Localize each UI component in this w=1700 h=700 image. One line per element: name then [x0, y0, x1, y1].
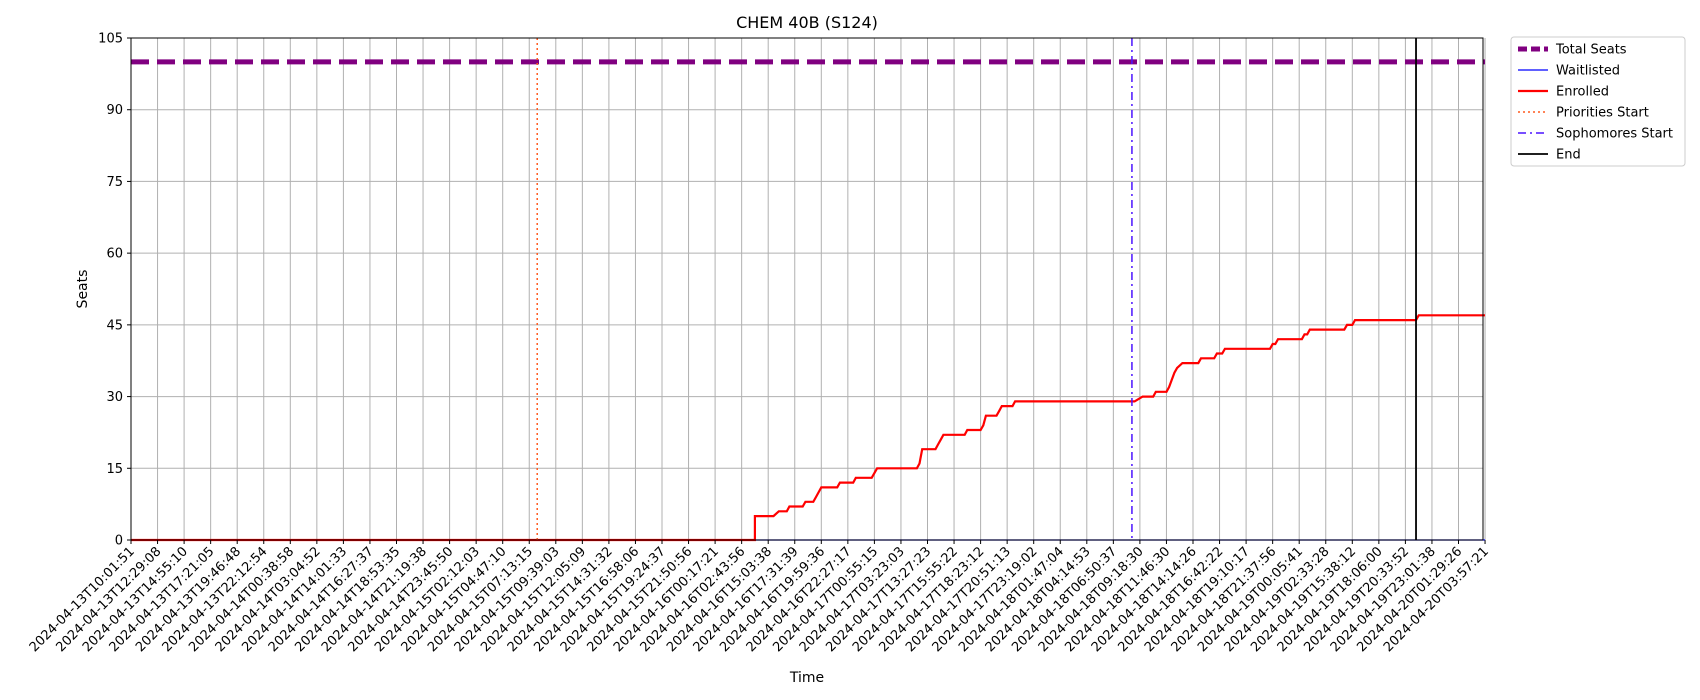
y-tick-label: 90	[106, 103, 123, 118]
y-tick-label: 0	[115, 534, 123, 549]
legend: Total Seats Waitlisted Enrolled Priorities …	[1510, 36, 1686, 167]
legend-label-enrolled: Enrolled	[1556, 85, 1609, 100]
y-tick-label: 105	[98, 32, 123, 47]
legend-label-total-seats: Total Seats	[1555, 43, 1627, 58]
legend-label-sophomores-start: Sophomores Start	[1556, 127, 1673, 142]
series-enrolled-line	[131, 314, 1485, 542]
chart-title: CHEM 40B (S124)	[736, 13, 878, 32]
plot-frame	[130, 37, 1484, 541]
y-tick-label: 45	[106, 318, 123, 333]
y-axis-label: Seats	[75, 270, 91, 309]
y-tick-label: 75	[106, 175, 123, 190]
y-axis-ticks: 0 15 30 45 60 75 90 105	[98, 32, 131, 549]
legend-label-priorities-start: Priorities Start	[1556, 106, 1649, 121]
y-tick-label: 30	[106, 390, 123, 405]
x-axis-label: Time	[789, 670, 824, 686]
legend-box	[1510, 36, 1686, 167]
y-tick-label: 60	[106, 247, 123, 262]
y-tick-label: 15	[106, 462, 123, 477]
legend-label-end: End	[1556, 148, 1581, 163]
legend-label-waitlisted: Waitlisted	[1556, 64, 1620, 79]
x-axis-ticks: 2024-04-13T10:01:512024-04-13T12:29:0820…	[27, 540, 1492, 655]
marker-layer	[536, 38, 1417, 540]
